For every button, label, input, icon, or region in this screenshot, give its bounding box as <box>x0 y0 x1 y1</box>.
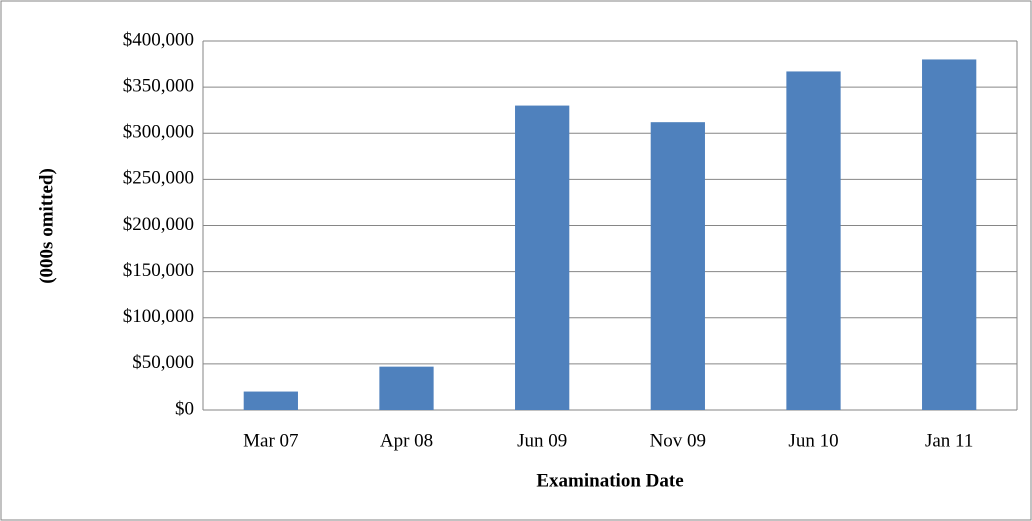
y-tick-label: $50,000 <box>132 352 194 373</box>
x-tick-label: Jun 10 <box>788 430 838 451</box>
bar <box>243 391 298 410</box>
bar <box>922 59 977 410</box>
y-tick-label: $350,000 <box>123 75 194 96</box>
x-tick-label: Nov 09 <box>650 430 706 451</box>
x-tick-label: Jun 09 <box>517 430 567 451</box>
y-tick-label: $300,000 <box>123 122 194 143</box>
bar <box>515 105 570 410</box>
bar <box>786 71 841 410</box>
x-axis-title: Examination Date <box>536 470 683 491</box>
y-tick-label: $0 <box>175 398 194 419</box>
y-tick-label: $200,000 <box>123 214 194 235</box>
y-tick-label: $150,000 <box>123 260 194 281</box>
y-tick-label: $400,000 <box>123 29 194 50</box>
y-tick-label: $100,000 <box>123 306 194 327</box>
bar <box>650 122 705 411</box>
y-tick-label: $250,000 <box>123 168 194 189</box>
y-axis-title: (000s omitted) <box>36 168 57 284</box>
x-tick-label: Mar 07 <box>243 430 298 451</box>
bar <box>379 366 434 410</box>
x-tick-label: Apr 08 <box>380 430 433 451</box>
x-tick-label: Jan 11 <box>925 430 973 451</box>
